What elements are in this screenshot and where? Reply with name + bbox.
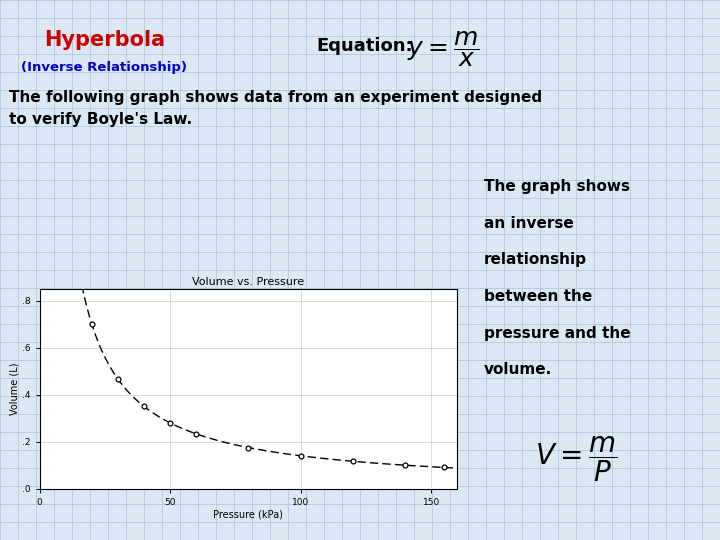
Text: an inverse: an inverse <box>484 215 574 231</box>
Text: to verify Boyle's Law.: to verify Boyle's Law. <box>9 112 192 127</box>
Title: Volume vs. Pressure: Volume vs. Pressure <box>192 276 305 287</box>
Text: volume.: volume. <box>484 362 552 377</box>
Y-axis label: Volume (L): Volume (L) <box>9 362 19 415</box>
Text: relationship: relationship <box>484 252 587 267</box>
Text: $y = \dfrac{m}{x}$: $y = \dfrac{m}{x}$ <box>407 29 479 69</box>
Text: between the: between the <box>484 289 592 304</box>
Text: Equation:: Equation: <box>317 37 413 55</box>
Text: The following graph shows data from an experiment designed: The following graph shows data from an e… <box>9 90 541 105</box>
Text: The graph shows: The graph shows <box>484 179 630 194</box>
Text: $V = \dfrac{m}{P}$: $V = \dfrac{m}{P}$ <box>535 434 617 484</box>
Text: Hyperbola: Hyperbola <box>44 30 165 51</box>
Text: pressure and the: pressure and the <box>484 326 631 341</box>
Text: (Inverse Relationship): (Inverse Relationship) <box>22 61 187 74</box>
X-axis label: Pressure (kPa): Pressure (kPa) <box>213 510 284 519</box>
